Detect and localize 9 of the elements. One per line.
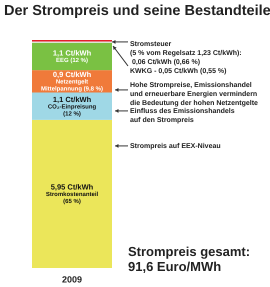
data-label: 0,9 Ct/kWh Netzentgelt Mittelpannung (9,8 %): [41, 70, 103, 92]
text: Strompreis gesamt: 91,6 Euro/MWh: [128, 244, 250, 274]
x-tick-label: 2009: [62, 274, 82, 284]
bar: [32, 42, 112, 70]
data-label: 1,1 Ct/kWh EEG (12 %): [52, 48, 92, 64]
chart-title: Der Strompreis und seine Bestandteile: [4, 3, 270, 19]
bar: [32, 120, 112, 268]
data-label: 1,1 Ct/kWh CO₂-Einpreisung (12 %): [48, 94, 96, 118]
data-label: 5,95 Ct/kWh Stromkostenanteil (65 %): [46, 182, 98, 206]
